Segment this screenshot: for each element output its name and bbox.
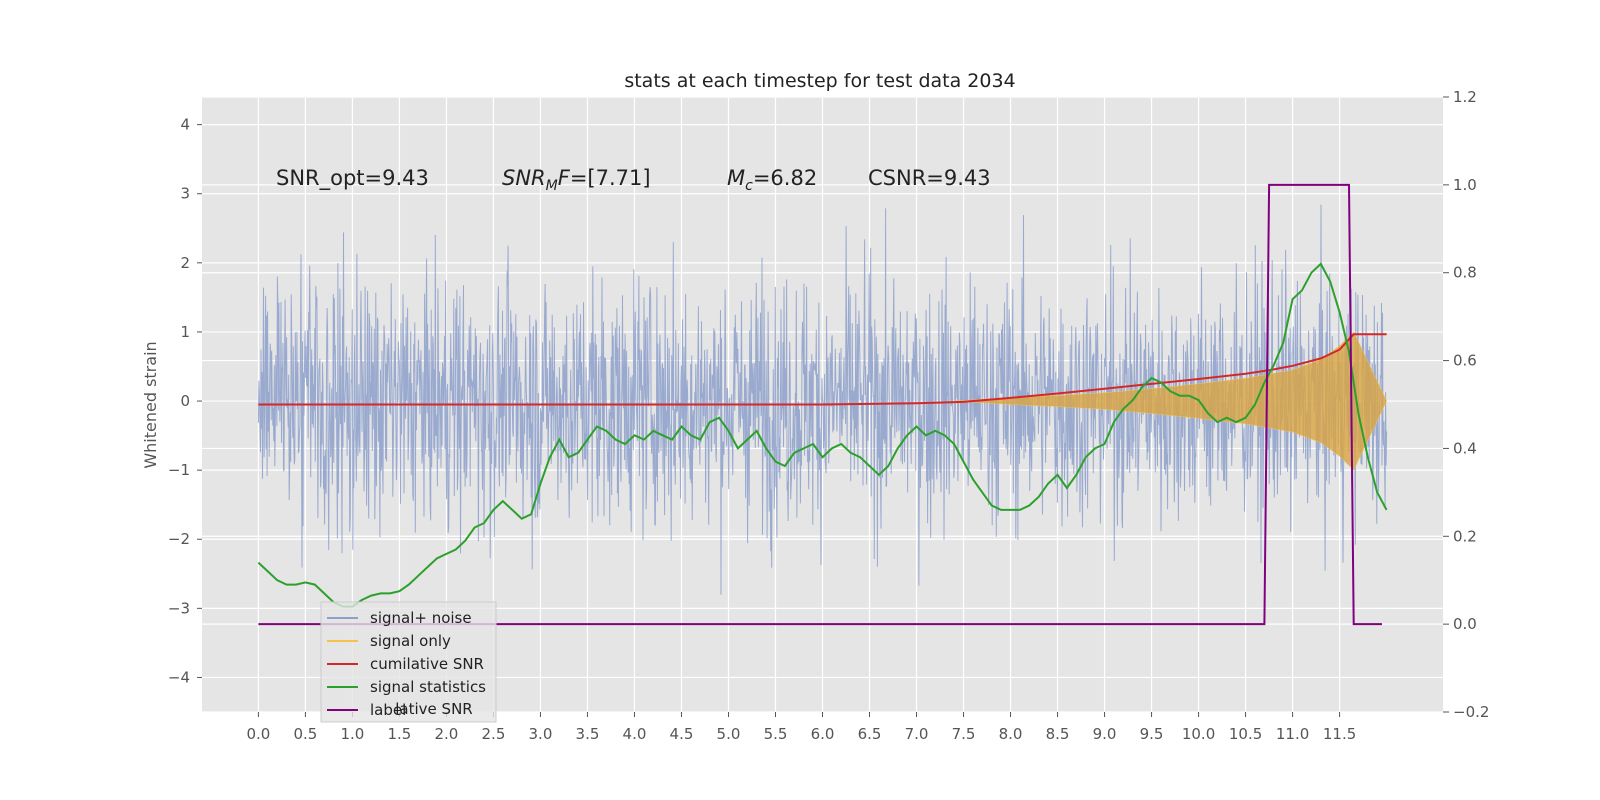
x-tick-label: 8.0 — [999, 725, 1023, 743]
y-axis-ticks: 4 3 2 1 0 −1 −2 −3 −4 — [168, 116, 202, 686]
series-label — [258, 183, 1382, 626]
x-tick-label: 0.5 — [293, 725, 317, 743]
y-tick-label: 3 — [180, 185, 190, 203]
signal-noise-line — [257, 204, 1388, 595]
x-tick-label: 6.0 — [811, 725, 835, 743]
x-axis-ticks: 0.0 0.5 1.0 1.5 2.0 2.5 3.0 3.5 4.0 4.5 5.0 5.5 6.0 6… — [246, 712, 1356, 743]
x-tick-label: 1.5 — [388, 725, 412, 743]
x-tick-label: 10.5 — [1229, 725, 1262, 743]
annotation-mc-sub: c — [745, 178, 753, 194]
y2-tick-label: 0.6 — [1453, 352, 1477, 370]
x-tick-label: 2.0 — [435, 725, 459, 743]
label-line — [258, 183, 1382, 626]
annotation-mc: Mc=6.82 — [727, 166, 817, 194]
y2-tick-label: 0.4 — [1453, 439, 1477, 457]
x-tick-label: 9.5 — [1140, 725, 1164, 743]
x-tick-label: 3.5 — [576, 725, 600, 743]
y-tick-label: 4 — [180, 116, 190, 134]
annotation-mc-main: M — [727, 166, 745, 190]
x-tick-label: 9.0 — [1093, 725, 1117, 743]
y2-tick-label: 0.2 — [1453, 527, 1477, 545]
x-tick-label: 1.0 — [340, 725, 364, 743]
x-tick-label: 3.0 — [529, 725, 553, 743]
x-tick-label: 8.5 — [1046, 725, 1070, 743]
y2-tick-label: 0.8 — [1453, 264, 1477, 282]
x-tick-label: 7.0 — [905, 725, 929, 743]
legend-box — [320, 601, 497, 723]
x-tick-label: 6.5 — [858, 725, 882, 743]
x-tick-label: 11.5 — [1323, 725, 1356, 743]
x-tick-label: 11.0 — [1276, 725, 1309, 743]
y-tick-label: −4 — [168, 668, 190, 686]
y-tick-label: 0 — [180, 392, 190, 410]
y-tick-label: 2 — [180, 254, 190, 272]
legend-entry-label: cumilative SNR — [370, 655, 484, 673]
legend-entry-label: signal statistics — [370, 678, 486, 696]
annotation-snr-opt: SNR_opt=9.43 — [276, 166, 429, 191]
chart-title: stats at each timestep for test data 203… — [624, 70, 1015, 92]
x-tick-label: 5.0 — [717, 725, 741, 743]
series-cumilative-snr — [258, 333, 1387, 406]
y2-tick-label: −0.2 — [1453, 703, 1489, 721]
annotation-snr-mf: SNRMF=[7.71] — [502, 166, 651, 194]
y2-tick-label: 1.2 — [1453, 88, 1477, 106]
series-signal-noise — [257, 204, 1388, 595]
cumilative-snr-line — [258, 333, 1387, 406]
y2-tick-label: 1.0 — [1453, 176, 1477, 194]
series-signal-statistics — [257, 262, 1388, 608]
legend-entry-label: signal only — [370, 632, 451, 650]
signal-only-band — [954, 331, 1387, 471]
annotation-mc-rest: =6.82 — [753, 166, 817, 190]
y2-tick-label: 0.0 — [1453, 615, 1477, 633]
x-tick-label: 4.0 — [623, 725, 647, 743]
y-tick-label: 1 — [180, 323, 190, 341]
y-tick-label: −2 — [168, 530, 190, 548]
x-tick-label: 4.5 — [670, 725, 694, 743]
legend-entry-label: label — [370, 701, 406, 719]
signal-statistics-line — [257, 262, 1388, 608]
x-tick-label: 5.5 — [764, 725, 788, 743]
legend-entry-label: signal+ noise — [370, 609, 472, 627]
y-tick-label: −1 — [168, 461, 190, 479]
legend-hidden-text: lative SNR — [395, 700, 472, 718]
annotation-snr-mf-rest: =[7.71] — [570, 166, 651, 190]
x-tick-label: 2.5 — [482, 725, 506, 743]
annotation-snr-mf-rest-f: F — [558, 166, 571, 190]
x-tick-label: 7.5 — [952, 725, 976, 743]
annotation-csnr: CSNR=9.43 — [868, 166, 991, 190]
legend: lative SNR signal+ noise signal only cumila… — [320, 601, 497, 723]
y-tick-label: −3 — [168, 599, 190, 617]
x-tick-label: 10.0 — [1182, 725, 1215, 743]
y2-axis-ticks: 1.2 1.0 0.8 0.6 0.4 0.2 0.0 −0.2 — [1443, 88, 1489, 721]
annotation-snr-mf-sub: M — [546, 178, 558, 194]
y-axis-label: Whitened strain — [141, 341, 160, 468]
x-tick-label: 0.0 — [246, 725, 270, 743]
series-signal-only — [954, 331, 1387, 471]
annotation-snr-mf-main: SNR — [502, 166, 546, 190]
